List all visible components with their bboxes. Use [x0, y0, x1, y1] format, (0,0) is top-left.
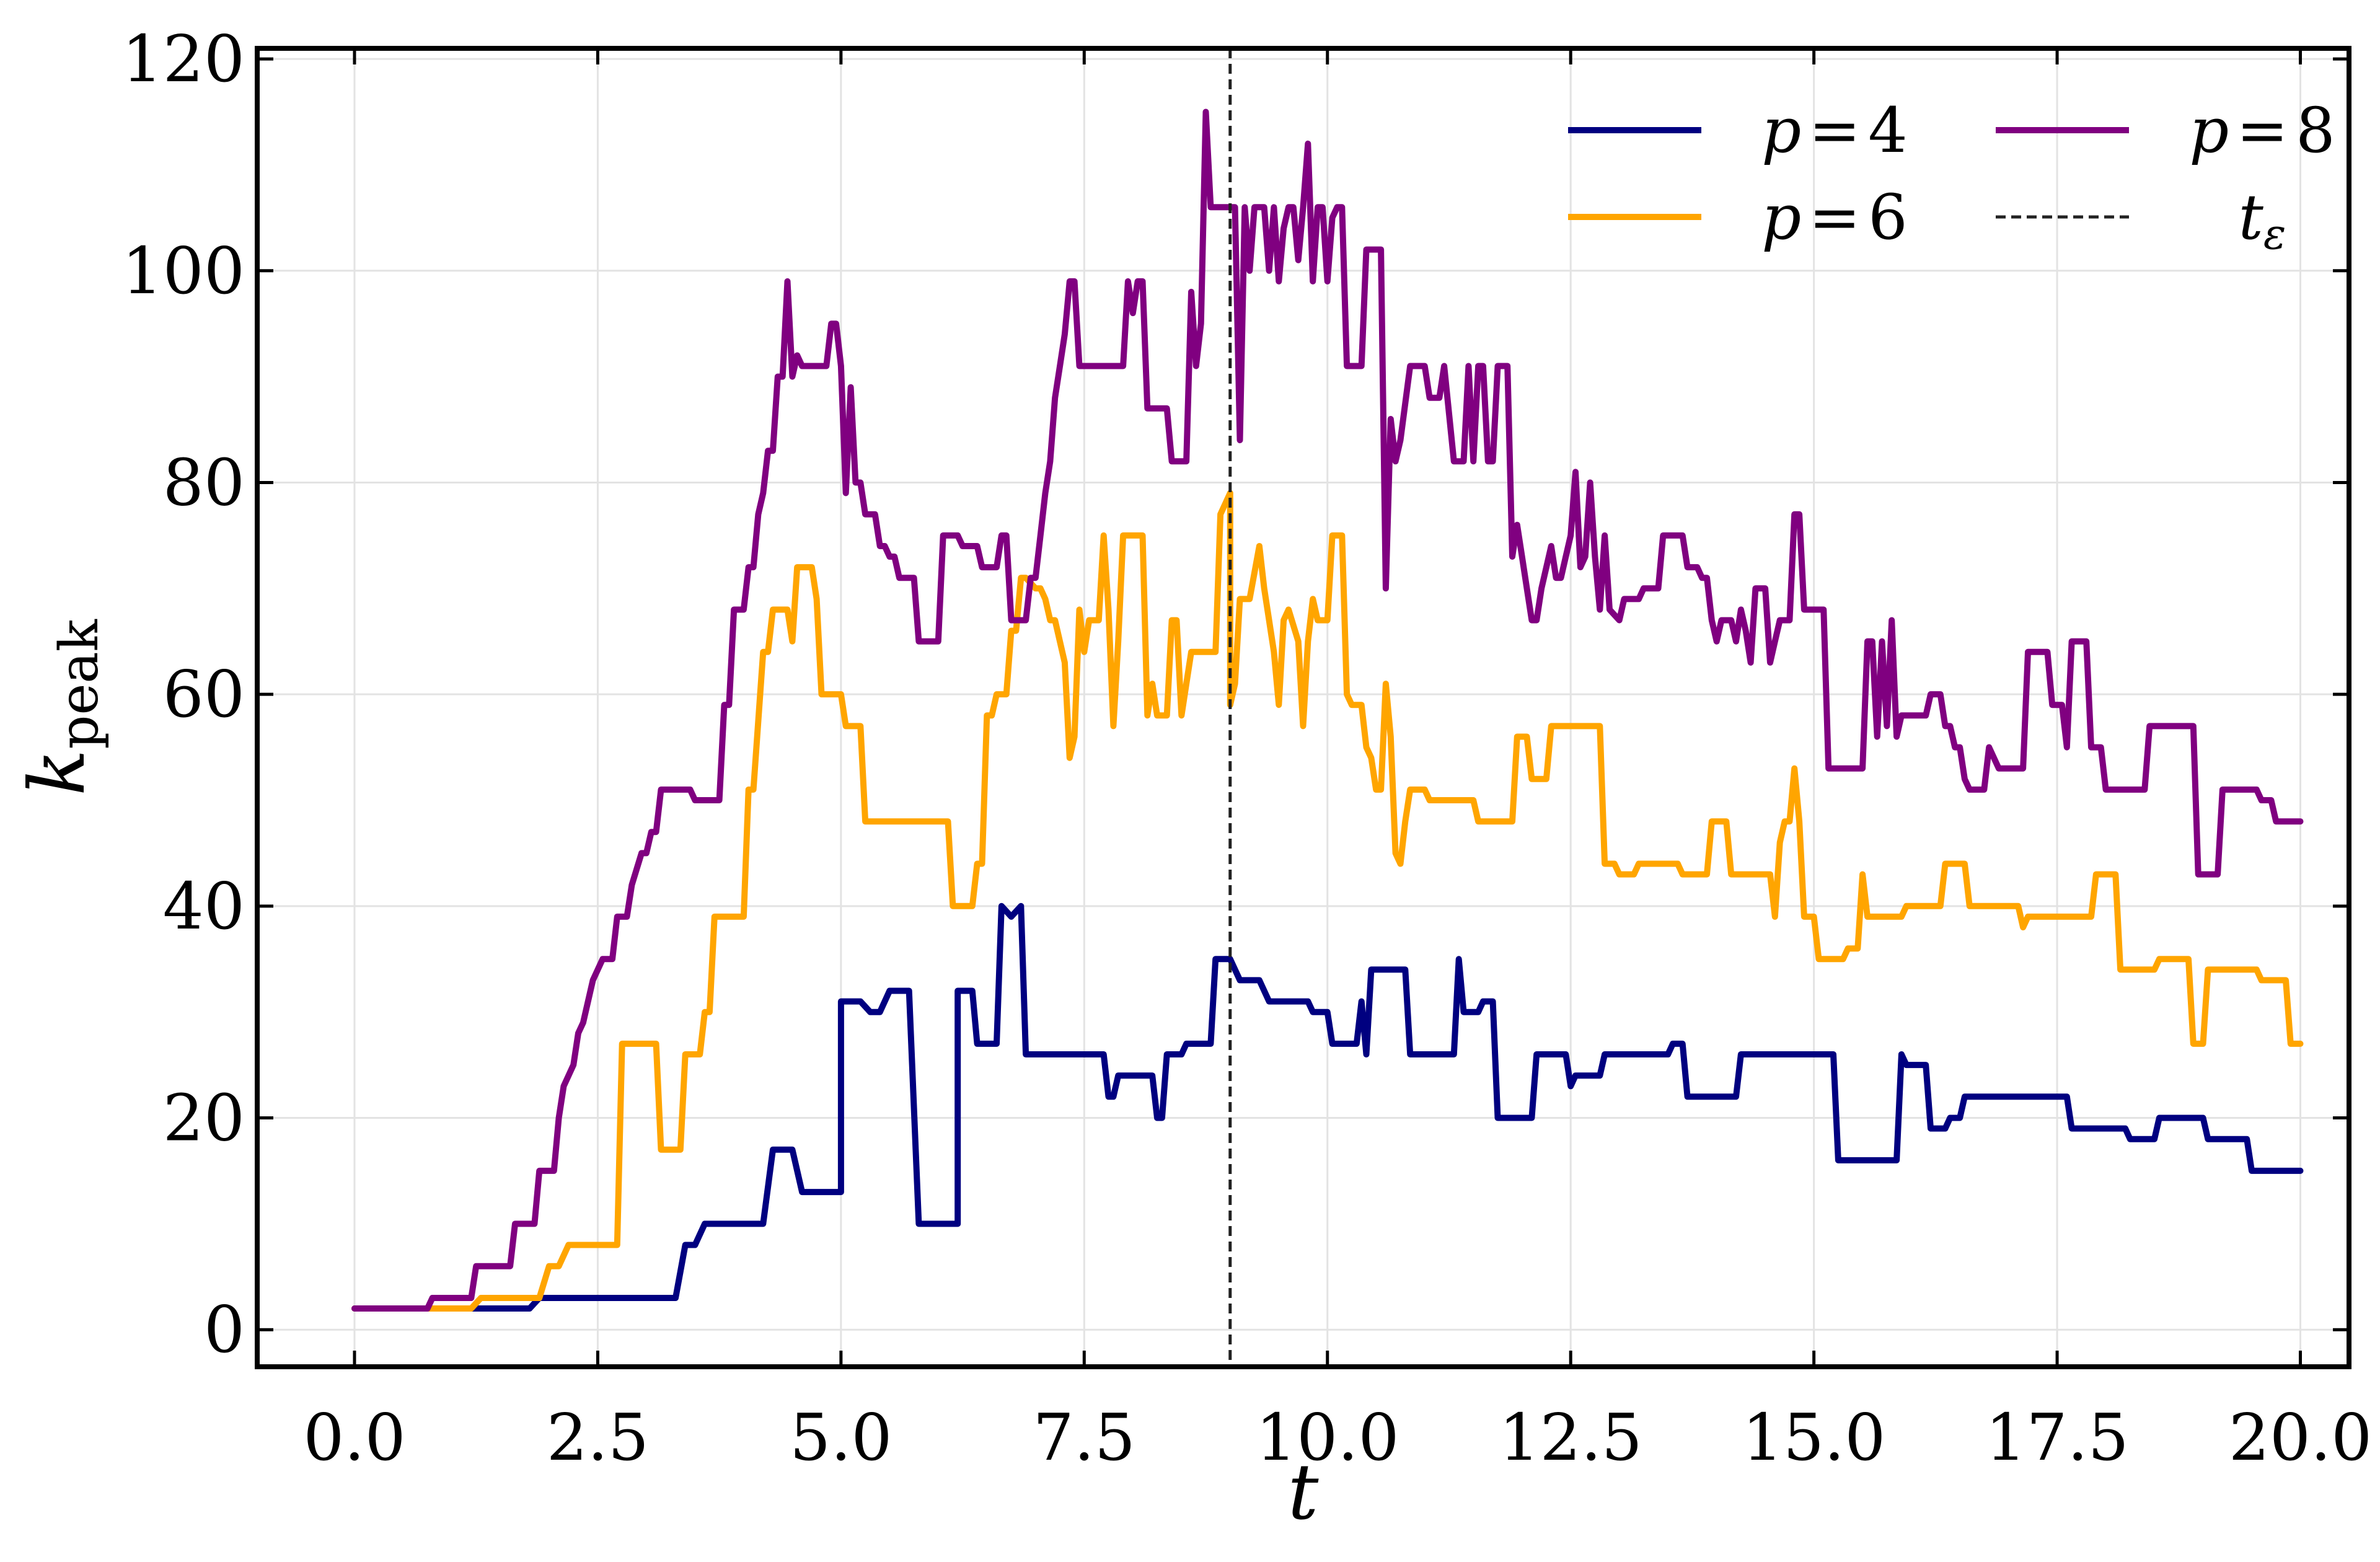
legend-label-value: 8: [2296, 94, 2335, 167]
series-line-p8: [351, 108, 2304, 1312]
axis-ticks: 0.0 2.5 5.0 7.5 10.0 12.5 15.0 17.5 20.0 0 20 40 60 8…: [121, 21, 2372, 1475]
y-tick-label: 20: [163, 1080, 245, 1156]
legend-label-equals: =: [1809, 94, 1861, 167]
legend-label-value: 4: [1868, 94, 1908, 167]
legend-label-symbol: p: [2189, 94, 2229, 167]
y-axis-label-subscript: peak: [48, 619, 110, 749]
x-tick-label: 20.0: [2229, 1400, 2373, 1475]
y-tick-label: 60: [163, 656, 245, 732]
y-tick-label: 80: [163, 444, 245, 520]
y-axis-label: kpeak: [13, 619, 110, 795]
y-tick-label: 0: [204, 1292, 245, 1367]
legend-label-equals: =: [2236, 94, 2288, 167]
series-lines: [351, 108, 2304, 1312]
x-axis-label: t: [1288, 1448, 1320, 1537]
legend-label-symbol: p: [1761, 94, 1801, 167]
x-tick-label: 12.5: [1499, 1400, 1642, 1475]
legend: p = 4p = 6p = 8tε: [1568, 94, 2335, 259]
plot-frame: [255, 46, 2351, 1369]
x-tick-label: 10.0: [1256, 1400, 1399, 1475]
series-line-p6: [351, 490, 2304, 1312]
legend-label-subscript: ε: [2263, 210, 2286, 259]
series-line-p4: [351, 902, 2304, 1312]
y-axis-label-main: k: [13, 749, 102, 796]
legend-label-vline: tε: [2239, 181, 2286, 259]
x-tick-label: 5.0: [790, 1400, 892, 1475]
x-tick-label: 0.0: [303, 1400, 405, 1475]
legend-label-symbol: p: [1761, 181, 1801, 254]
legend-label-p4: p = 4: [1761, 94, 1907, 167]
y-tick-label: 120: [121, 21, 245, 97]
legend-label-symbol: t: [2239, 181, 2264, 254]
legend-label-equals: =: [1809, 181, 1861, 254]
legend-label-p6: p = 6: [1761, 181, 1907, 254]
x-tick-label: 17.5: [1985, 1400, 2129, 1475]
y-tick-label: 100: [121, 233, 245, 309]
legend-label-value: 6: [1868, 181, 1908, 254]
y-tick-label: 40: [163, 868, 245, 944]
x-tick-label: 2.5: [547, 1400, 649, 1475]
x-tick-label: 7.5: [1033, 1400, 1135, 1475]
x-tick-label: 15.0: [1742, 1400, 1886, 1475]
legend-label-p8: p = 8: [2189, 94, 2335, 167]
